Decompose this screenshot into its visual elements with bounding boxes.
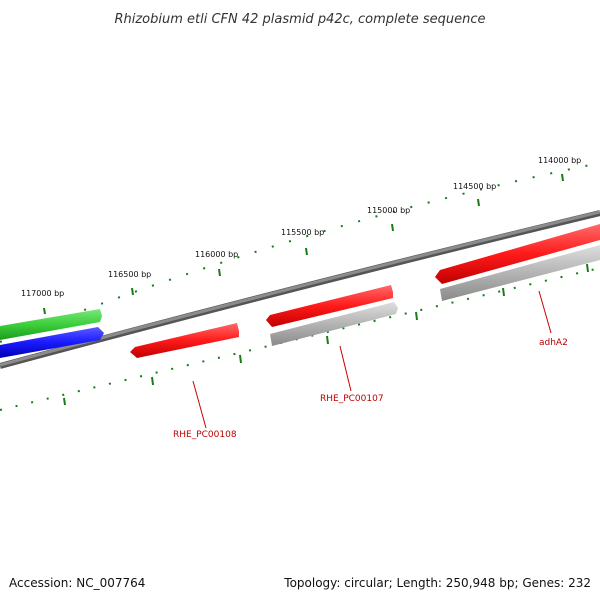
major-tick <box>218 268 221 277</box>
gene-arrow-green[interactable] <box>0 309 102 340</box>
tick-label: 114500 bp <box>453 182 496 191</box>
map-title: Rhizobium etli CFN 42 plasmid p42c, comp… <box>114 12 485 27</box>
gene-arrow-adha2-gray[interactable] <box>440 245 600 301</box>
gene-arrow-blue[interactable] <box>0 327 104 358</box>
gene-arrow-rhe-pc00108[interactable] <box>130 323 239 358</box>
tick-label: 114000 bp <box>538 156 581 165</box>
leader-line-adha2 <box>538 290 552 334</box>
outer-dashed-track <box>0 162 600 343</box>
major-tick <box>477 198 480 207</box>
major-ticks <box>43 173 564 315</box>
inner-tick <box>63 397 66 406</box>
gene-label[interactable]: adhA2 <box>539 338 568 348</box>
tick-label: 117000 bp <box>21 289 64 298</box>
inner-tick <box>239 354 242 364</box>
tick-label: 116500 bp <box>108 270 151 279</box>
tick-label: 116000 bp <box>195 250 238 259</box>
gene-label[interactable]: RHE_PC00108 <box>173 430 237 440</box>
inner-tick <box>586 263 589 273</box>
leader-line-rhe-pc00107 <box>339 345 352 392</box>
major-tick <box>391 223 394 232</box>
major-tick <box>305 247 308 256</box>
summary-text: Topology: circular; Length: 250,948 bp; … <box>283 576 591 590</box>
inner-tick <box>502 287 505 297</box>
inner-tick <box>415 311 418 321</box>
inner-major-ticks <box>63 263 589 406</box>
tick-label: 115000 bp <box>367 206 410 215</box>
accession-text: Accession: NC_007764 <box>9 576 145 590</box>
major-tick <box>43 307 46 315</box>
gene-arrow-adha2[interactable] <box>435 224 600 284</box>
inner-tick <box>151 376 154 386</box>
gene-arrow-rhe-pc00107-gray[interactable] <box>270 302 398 346</box>
gene-arrow-rhe-pc00107[interactable] <box>266 285 393 327</box>
inner-tick <box>326 335 329 345</box>
major-tick <box>131 287 134 296</box>
gene-label[interactable]: RHE_PC00107 <box>320 394 384 404</box>
major-tick <box>561 173 564 182</box>
outer-scale-ring <box>0 162 600 343</box>
tick-labels: 117000 bp 116500 bp 116000 bp 115500 bp … <box>21 156 581 298</box>
leader-line-rhe-pc00108 <box>192 380 207 429</box>
tick-label: 115500 bp <box>281 228 324 237</box>
